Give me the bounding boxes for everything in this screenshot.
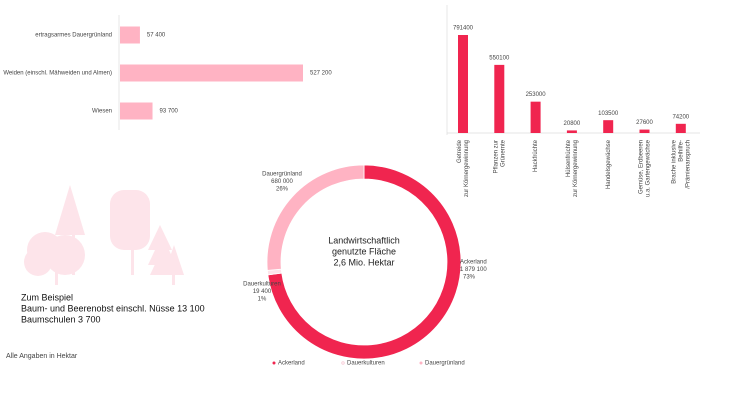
segment-percent: 26% <box>276 187 289 193</box>
center-text: Landwirtschaftlich <box>328 235 400 245</box>
donut-segment <box>266 164 365 271</box>
value-label: 527 200 <box>310 71 332 77</box>
value-label: 74200 <box>672 114 689 120</box>
tree-icons <box>24 185 184 285</box>
category-label: Hülsenfrüchte <box>566 139 572 177</box>
center-text: genutzte Fläche <box>332 246 396 256</box>
segment-label: Ackerland <box>460 260 487 266</box>
category-label: ertragsarmes Dauergrünland <box>35 33 112 39</box>
category-label: Grünernte <box>500 139 506 167</box>
bar <box>120 64 303 82</box>
legend-label: Dauergrünland <box>425 361 465 367</box>
category-label: Handelsgewächse <box>606 139 612 189</box>
value-label: 550100 <box>489 55 510 61</box>
donut-segment <box>267 164 462 360</box>
category-label: zur Körnergewinnung <box>573 140 579 197</box>
value-label: 20800 <box>564 121 581 127</box>
bar <box>639 129 650 133</box>
value-label: 791400 <box>453 26 474 32</box>
value-label: 93 700 <box>160 109 179 115</box>
center-text: 2,6 Mio. Hektar <box>333 257 394 267</box>
legend-label: Dauerkulturen <box>347 361 385 367</box>
category-label: u.a. Gartengewächse <box>646 139 652 197</box>
segment-label: Dauergrünland <box>262 172 302 178</box>
segment-value: 1 879 100 <box>460 267 487 273</box>
bar <box>120 26 140 44</box>
bar <box>120 102 153 120</box>
category-label: Brache inklusive <box>671 139 677 183</box>
category-label: zur Körnergewinnung <box>464 140 470 197</box>
segment-value: 19 400 <box>253 289 272 295</box>
legend-label: Ackerland <box>278 361 305 367</box>
category-label: Gemüse, Erdbeeren <box>639 140 645 194</box>
value-label: 103500 <box>598 111 619 117</box>
value-label: 57 400 <box>147 33 166 39</box>
value-label: 27600 <box>636 120 653 126</box>
bar <box>675 123 686 133</box>
segment-percent: 73% <box>463 275 476 281</box>
note-line: Zum Beispiel <box>21 292 73 302</box>
category-label: Hackfrüchte <box>533 139 539 172</box>
bar <box>566 130 577 133</box>
bar <box>458 35 468 133</box>
bar <box>530 101 541 133</box>
note-line: Baum- und Beerenobst einschl. Nüsse 13 1… <box>21 303 205 313</box>
category-label: Beihilfe- <box>678 140 684 162</box>
segment-label: Dauerkulturen <box>243 282 281 288</box>
legend-marker <box>419 361 423 365</box>
legend-marker <box>272 361 276 365</box>
category-label: Getreide <box>457 139 463 163</box>
bar <box>603 120 614 133</box>
note-line: Baumschulen 3 700 <box>21 314 101 324</box>
segment-value: 680 000 <box>271 179 293 185</box>
value-label: 253000 <box>526 92 547 98</box>
category-label: Weiden (einschl. Mähweiden und Almen) <box>3 71 112 77</box>
bar <box>494 64 505 133</box>
footnote: Alle Angaben in Hektar <box>6 353 78 360</box>
category-label: /Prämienanspruch <box>685 140 691 189</box>
segment-percent: 1% <box>258 297 267 303</box>
category-label: Pflanzen zur <box>493 140 499 173</box>
legend-marker <box>341 361 345 365</box>
category-label: Wiesen <box>92 109 112 115</box>
